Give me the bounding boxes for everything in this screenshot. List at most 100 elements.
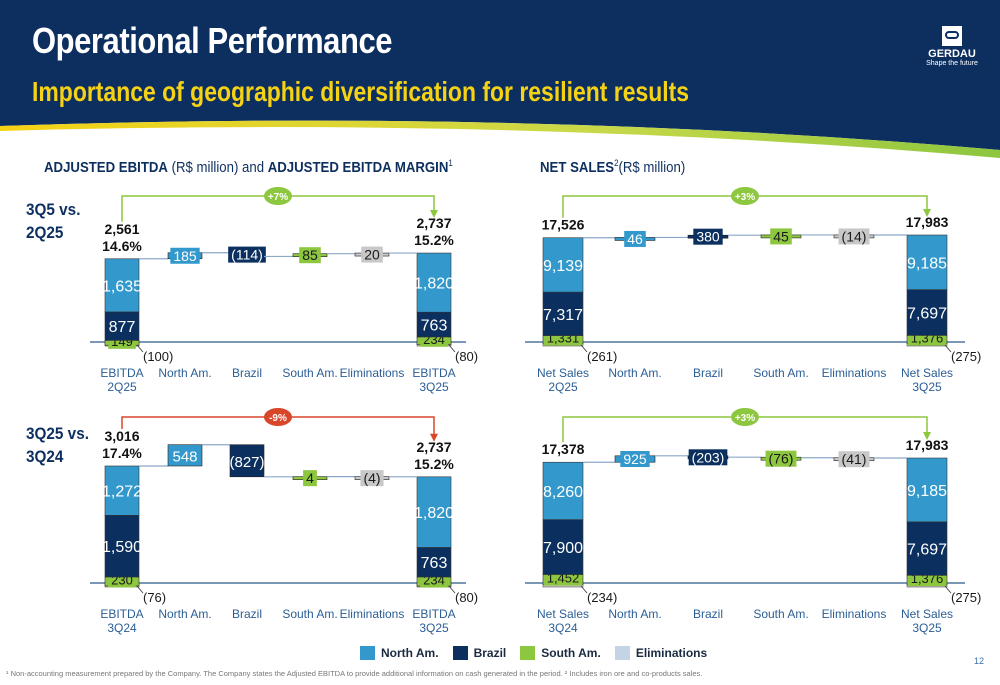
total-label: 17,378 bbox=[542, 441, 585, 457]
leader-line bbox=[448, 585, 456, 594]
data-label-box bbox=[770, 228, 792, 245]
north-am-delta-bar bbox=[167, 444, 203, 467]
category-label: Eliminations bbox=[340, 366, 405, 380]
data-label-box bbox=[765, 450, 797, 467]
data-label: 925 bbox=[623, 451, 647, 467]
margin-label: 15.2% bbox=[414, 232, 454, 248]
page-number: 12 bbox=[974, 656, 985, 666]
north-am-segment bbox=[906, 234, 948, 290]
logo-tagline: Shape the future bbox=[926, 60, 978, 67]
data-label: (41) bbox=[842, 451, 867, 467]
data-label-box bbox=[620, 451, 650, 468]
legend-label: South Am. bbox=[541, 646, 601, 660]
segment-label: 1,635 bbox=[102, 278, 142, 295]
change-label: -9% bbox=[269, 413, 287, 424]
period-label-top: 3Q5 vs. 2Q25 bbox=[26, 198, 80, 244]
ebitda-section-title: ADJUSTED EBITDA (R$ million) and ADJUSTE… bbox=[44, 158, 453, 176]
category-label: Net Sales bbox=[901, 366, 953, 380]
delta-label: 548 bbox=[172, 448, 197, 465]
category-label: 3Q24 bbox=[548, 621, 578, 635]
header-background bbox=[0, 0, 1000, 158]
category-label: North Am. bbox=[158, 366, 211, 380]
segment-label: 1,590 bbox=[102, 539, 142, 556]
footnote-ref: 2 bbox=[614, 158, 619, 168]
category-label: EBITDA bbox=[412, 366, 455, 380]
total-label: 2,737 bbox=[416, 215, 451, 231]
data-label-box bbox=[688, 449, 728, 466]
arrow-down-icon bbox=[923, 209, 931, 218]
total-label: 17,983 bbox=[906, 437, 949, 453]
data-label: 4 bbox=[306, 470, 314, 486]
brazil-segment bbox=[416, 311, 452, 338]
period-line: 3Q24 bbox=[26, 447, 64, 466]
category-label: EBITDA bbox=[412, 607, 455, 621]
net-sales-section-title: NET SALES2(R$ million) bbox=[540, 158, 685, 176]
legend-label: Brazil bbox=[473, 646, 507, 660]
data-label: 20 bbox=[364, 247, 380, 263]
arrow-down-icon bbox=[430, 433, 438, 442]
legend-item-south-am: South Am. bbox=[520, 646, 601, 660]
segment-label: 877 bbox=[109, 319, 136, 336]
north-am-segment bbox=[416, 252, 452, 313]
category-label: North Am. bbox=[608, 607, 661, 621]
data-label: 85 bbox=[302, 247, 318, 263]
data-label: (76) bbox=[769, 451, 794, 467]
segment-label: 9,185 bbox=[907, 483, 947, 500]
eliminations-label: (80) bbox=[455, 349, 478, 364]
category-label: Eliminations bbox=[340, 607, 405, 621]
segment-label: 8,260 bbox=[543, 484, 583, 501]
category-label: Brazil bbox=[693, 607, 723, 621]
brazil-segment bbox=[542, 291, 584, 336]
arrow-down-icon bbox=[923, 432, 931, 441]
eliminations-label: (100) bbox=[143, 349, 173, 364]
category-label: Brazil bbox=[693, 366, 723, 380]
data-label-box bbox=[361, 246, 383, 263]
category-label: South Am. bbox=[282, 366, 337, 380]
gerdau-logo-icon bbox=[942, 26, 962, 46]
data-label-box bbox=[228, 246, 266, 263]
brazil-segment bbox=[104, 515, 140, 578]
eliminations-label: (275) bbox=[951, 590, 981, 605]
segment-label: 1,272 bbox=[102, 484, 142, 501]
leader-line bbox=[580, 344, 588, 353]
brazil-segment bbox=[906, 289, 948, 336]
eliminations-label: (261) bbox=[587, 349, 617, 364]
period-line: 3Q5 vs. bbox=[26, 200, 81, 219]
category-label: EBITDA bbox=[100, 366, 143, 380]
title-part: (R$ million) bbox=[618, 159, 686, 176]
segment-label: 9,139 bbox=[543, 258, 583, 275]
category-label: South Am. bbox=[753, 366, 808, 380]
category-label: Eliminations bbox=[822, 366, 887, 380]
data-label: 46 bbox=[627, 231, 643, 247]
segment-label: 9,185 bbox=[907, 255, 947, 272]
north-am-segment bbox=[906, 457, 948, 523]
category-label: South Am. bbox=[753, 607, 808, 621]
legend-item-brazil: Brazil bbox=[452, 646, 507, 660]
gerdau-logo: GERDAU Shape the future bbox=[922, 26, 982, 67]
margin-label: 15.2% bbox=[414, 456, 454, 472]
total-label: 3,016 bbox=[104, 428, 139, 444]
category-label: Net Sales bbox=[537, 607, 589, 621]
leader-line bbox=[944, 344, 952, 353]
segment-label: 7,317 bbox=[543, 307, 583, 324]
category-label: 3Q25 bbox=[912, 621, 942, 635]
change-pill bbox=[731, 408, 759, 426]
category-label: Eliminations bbox=[822, 607, 887, 621]
footnote-ref: 1 bbox=[448, 158, 453, 168]
north-am-segment bbox=[104, 465, 140, 516]
legend-item-north-am: North Am. bbox=[360, 646, 439, 660]
change-pill bbox=[731, 187, 759, 205]
change-label: +3% bbox=[735, 192, 755, 203]
margin-label: 17.4% bbox=[102, 445, 142, 461]
segment-label: 763 bbox=[421, 555, 448, 572]
page-subtitle: Importance of geographic diversification… bbox=[32, 76, 690, 107]
delta-label: (827) bbox=[229, 454, 264, 471]
legend-label: North Am. bbox=[381, 646, 439, 660]
category-label: Brazil bbox=[232, 607, 262, 621]
data-label-box bbox=[170, 247, 200, 264]
north-am-segment bbox=[542, 237, 584, 293]
eliminations-label: (234) bbox=[587, 590, 617, 605]
brazil-segment bbox=[906, 521, 948, 576]
category-label: North Am. bbox=[158, 607, 211, 621]
